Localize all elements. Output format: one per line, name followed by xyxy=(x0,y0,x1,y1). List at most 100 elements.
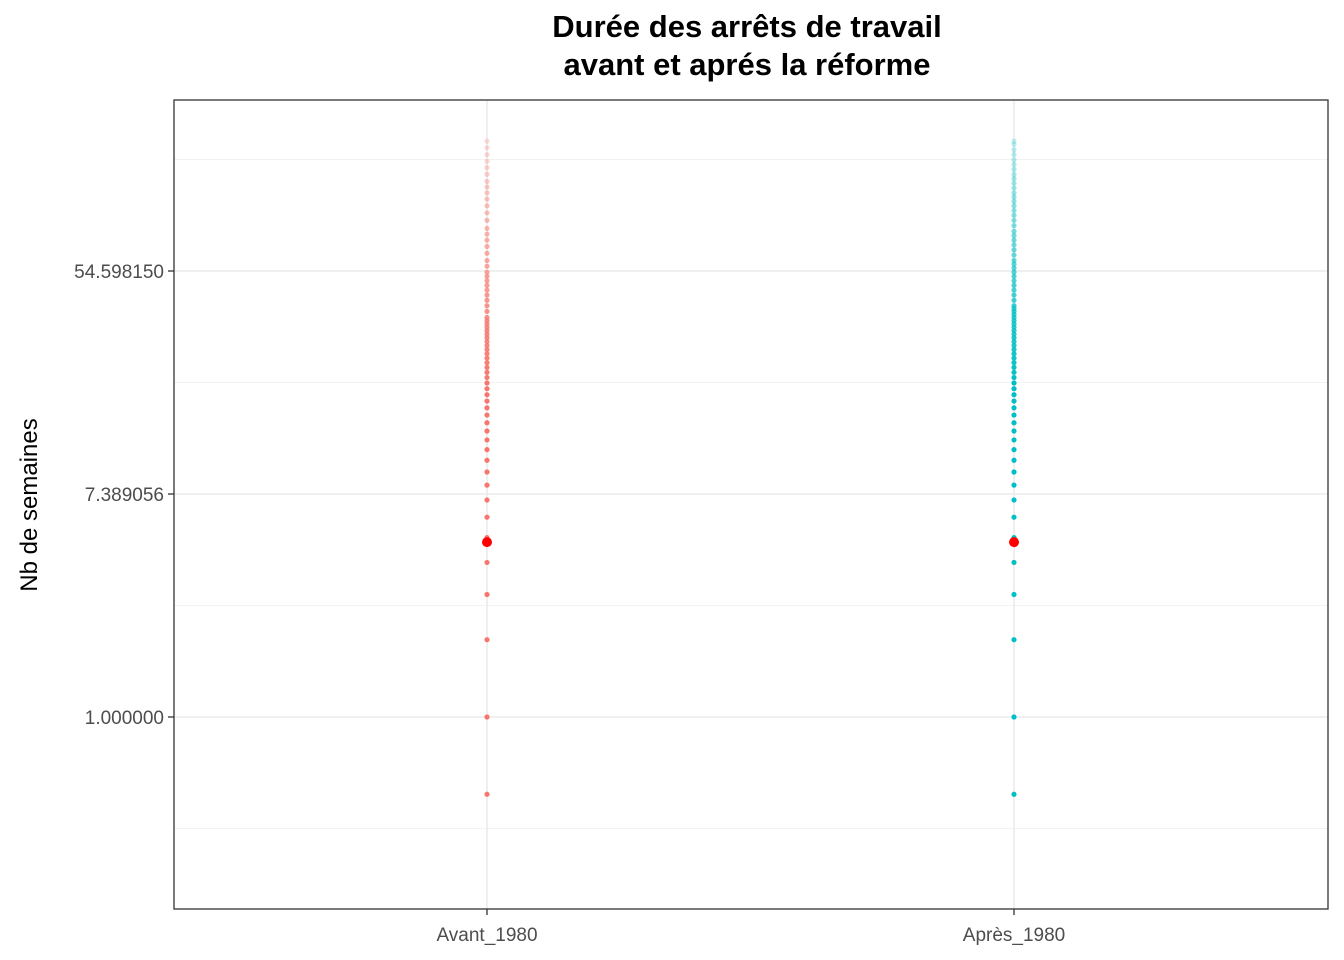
data-point xyxy=(484,380,490,386)
data-point xyxy=(484,386,490,392)
data-point xyxy=(484,250,490,256)
data-point xyxy=(1011,242,1017,248)
data-point xyxy=(1011,198,1017,204)
data-point xyxy=(1011,360,1017,366)
data-point xyxy=(1011,342,1017,349)
x-tick-label: Après_1980 xyxy=(963,925,1065,946)
data-point xyxy=(484,292,490,298)
data-point xyxy=(484,273,490,280)
data-point xyxy=(484,171,490,177)
data-point xyxy=(1011,269,1017,275)
data-point xyxy=(484,369,490,375)
data-point xyxy=(484,482,490,488)
mean-point xyxy=(482,537,492,548)
data-point xyxy=(1011,273,1017,280)
data-point xyxy=(1011,497,1017,503)
data-point xyxy=(484,420,490,426)
data-point xyxy=(1011,335,1017,341)
data-point xyxy=(484,225,490,232)
data-point xyxy=(484,412,490,418)
data-point xyxy=(484,514,490,520)
data-point xyxy=(1011,297,1017,303)
data-point xyxy=(484,158,490,164)
data-point xyxy=(484,314,490,321)
data-point xyxy=(484,210,490,216)
data-point xyxy=(484,178,490,184)
data-point xyxy=(1011,138,1017,144)
data-point xyxy=(484,196,490,202)
data-point xyxy=(1011,405,1017,411)
data-point xyxy=(1011,228,1017,234)
data-point xyxy=(484,165,490,171)
data-point xyxy=(484,364,490,370)
data-point xyxy=(484,184,490,190)
data-point xyxy=(1011,420,1017,426)
data-point xyxy=(1011,591,1017,598)
data-point xyxy=(484,346,490,353)
axes: 1.000000 7.389056 54.598150 Avant_1980 Après… xyxy=(74,262,1065,946)
data-point xyxy=(1011,261,1017,267)
data-point xyxy=(1011,157,1017,163)
data-point xyxy=(484,447,490,453)
data-point xyxy=(1011,714,1017,720)
data-point xyxy=(484,398,490,404)
data-point xyxy=(484,152,490,158)
data-point xyxy=(484,278,490,284)
data-point xyxy=(1011,469,1017,475)
data-point xyxy=(484,287,490,293)
data-point xyxy=(1011,338,1017,345)
data-point xyxy=(1011,141,1017,147)
data-point xyxy=(484,360,490,366)
data-point xyxy=(1011,282,1017,288)
data-point xyxy=(1011,194,1017,200)
data-point xyxy=(1011,791,1017,797)
data-point xyxy=(1011,355,1017,361)
data-point xyxy=(1011,207,1017,214)
data-point xyxy=(484,355,490,361)
data-point xyxy=(484,263,490,269)
data-point xyxy=(1011,364,1017,370)
data-point xyxy=(1011,287,1017,293)
y-tick-label: 7.389056 xyxy=(85,485,164,506)
data-point xyxy=(484,342,490,349)
data-point xyxy=(1011,380,1017,386)
y-tick-label: 1.000000 xyxy=(85,708,164,729)
data-point xyxy=(1011,180,1017,186)
data-point xyxy=(1011,351,1017,357)
data-point xyxy=(1011,392,1017,398)
data-point xyxy=(1011,514,1017,520)
data-point xyxy=(1011,190,1017,196)
data-points xyxy=(482,138,1019,797)
data-point xyxy=(1011,147,1017,153)
data-point xyxy=(1011,637,1017,643)
data-point xyxy=(484,428,490,434)
data-point xyxy=(484,591,490,598)
data-point xyxy=(1011,412,1017,418)
data-point xyxy=(1011,185,1017,191)
data-point xyxy=(1011,437,1017,443)
data-point xyxy=(484,457,490,463)
data-point xyxy=(1011,278,1017,284)
data-point xyxy=(1011,257,1017,264)
data-point xyxy=(484,145,490,151)
data-point xyxy=(1011,247,1017,253)
data-point xyxy=(484,405,490,411)
data-point xyxy=(1011,303,1017,309)
data-point xyxy=(1011,223,1017,229)
data-point xyxy=(1011,212,1017,218)
data-point xyxy=(484,257,490,264)
data-point xyxy=(484,243,490,250)
data-point xyxy=(1011,559,1017,566)
mean-point xyxy=(1009,537,1019,548)
data-point xyxy=(484,138,490,144)
data-point xyxy=(484,374,490,381)
y-tick-label: 54.598150 xyxy=(74,262,164,283)
data-point xyxy=(1011,374,1017,381)
data-point xyxy=(1011,171,1017,177)
chart-title-line-1: Durée des arrêts de travail xyxy=(552,9,942,44)
data-point xyxy=(1011,152,1017,158)
data-point xyxy=(484,269,490,275)
data-point xyxy=(1011,233,1017,239)
data-point xyxy=(484,203,490,209)
chart-title-line-2: avant et aprés la réforme xyxy=(563,47,931,82)
